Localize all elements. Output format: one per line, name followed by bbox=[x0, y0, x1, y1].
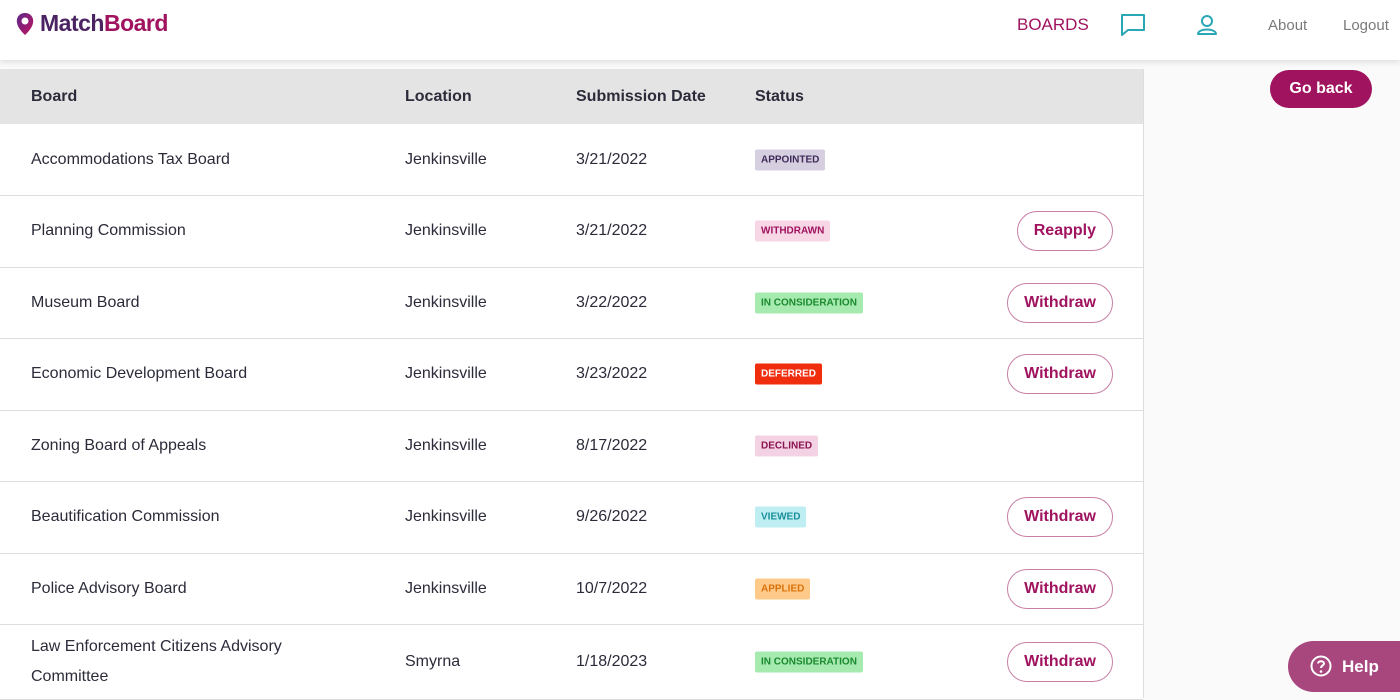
board-name: Law Enforcement Citizens Advisory Commit… bbox=[31, 637, 282, 685]
table-row: Accommodations Tax Board Jenkinsville 3/21… bbox=[0, 124, 1143, 196]
table-row: Planning Commission Jenkinsville 3/21/2022… bbox=[0, 196, 1143, 268]
location: Jenkinsville bbox=[405, 365, 487, 382]
logo-icon bbox=[16, 12, 34, 35]
submission-date: 10/7/2022 bbox=[576, 579, 648, 597]
table-row: Economic Development Board Jenkinsville 3/… bbox=[0, 339, 1143, 411]
board-name: Beautification Commission bbox=[31, 508, 220, 525]
location: Smyrna bbox=[405, 652, 461, 670]
board-name: Zoning Board of Appeals bbox=[31, 436, 207, 454]
row-action-button[interactable]: Withdraw bbox=[1007, 497, 1113, 537]
location: Jenkinsville bbox=[405, 293, 487, 311]
submission-date: 3/21/2022 bbox=[576, 222, 648, 239]
table-row: Beautification Commission Jenkinsville 9/2… bbox=[0, 482, 1143, 554]
submission-date: 3/23/2022 bbox=[576, 365, 648, 382]
go-back-button[interactable]: Go back bbox=[1270, 70, 1372, 108]
status-badge: VIEWED bbox=[755, 506, 807, 528]
row-action-button[interactable]: Withdraw bbox=[1007, 641, 1113, 682]
column-header: Board bbox=[31, 88, 78, 105]
status-badge: DEFERRED bbox=[755, 363, 823, 385]
status-badge: IN CONSIDERATION bbox=[755, 651, 863, 672]
location: Jenkinsville bbox=[405, 579, 487, 597]
table-row: Zoning Board of Appeals Jenkinsville 8/17/… bbox=[0, 410, 1143, 482]
table-row: Museum Board Jenkinsville 3/22/2022 IN CONS… bbox=[0, 267, 1143, 339]
nav-boards[interactable]: BOARDS bbox=[1017, 15, 1089, 34]
table-row: Law Enforcement Citizens Advisory Commit… bbox=[0, 625, 1143, 700]
help-button[interactable]: Help bbox=[1288, 641, 1400, 692]
nav-about[interactable]: About bbox=[1268, 17, 1308, 34]
status-badge: IN CONSIDERATION bbox=[755, 292, 863, 313]
column-header: Location bbox=[405, 88, 472, 105]
board-name: Police Advisory Board bbox=[31, 579, 187, 597]
top-bar: MatchBoard BOARDS About Logout bbox=[0, 0, 1400, 60]
location: Jenkinsville bbox=[405, 508, 487, 525]
location: Jenkinsville bbox=[405, 150, 487, 168]
logo-text: Match bbox=[40, 10, 104, 36]
row-action-button[interactable]: Withdraw bbox=[1007, 282, 1113, 323]
messages-icon[interactable] bbox=[1120, 13, 1146, 37]
table-header: Board Location Submission Date Status bbox=[0, 69, 1143, 124]
applications-table: Board Location Submission Date Status Accom… bbox=[0, 69, 1144, 700]
status-badge: DECLINED bbox=[755, 435, 819, 456]
logo-text: Board bbox=[103, 10, 168, 36]
board-name: Museum Board bbox=[31, 293, 140, 311]
logo[interactable]: MatchBoard bbox=[14, 10, 168, 37]
row-action-button[interactable]: Reapply bbox=[1016, 211, 1113, 251]
board-name: Planning Commission bbox=[31, 222, 186, 239]
column-header: Status bbox=[755, 88, 804, 105]
location: Jenkinsville bbox=[405, 222, 487, 239]
status-badge: WITHDRAWN bbox=[755, 220, 831, 242]
help-label: Help bbox=[1342, 656, 1379, 676]
status-badge: APPLIED bbox=[755, 578, 811, 599]
help-icon bbox=[1310, 655, 1332, 677]
submission-date: 3/21/2022 bbox=[576, 150, 648, 168]
submission-date: 9/26/2022 bbox=[576, 508, 648, 525]
row-action-button[interactable]: Withdraw bbox=[1007, 354, 1113, 394]
submission-date: 1/18/2023 bbox=[576, 652, 648, 670]
status-badge: APPOINTED bbox=[755, 149, 826, 170]
board-name: Economic Development Board bbox=[31, 365, 248, 382]
column-header: Submission Date bbox=[576, 88, 706, 105]
board-name: Accommodations Tax Board bbox=[31, 150, 230, 168]
row-action-button[interactable]: Withdraw bbox=[1007, 568, 1113, 609]
submission-date: 8/17/2022 bbox=[576, 436, 648, 454]
location: Jenkinsville bbox=[405, 436, 487, 454]
submission-date: 3/22/2022 bbox=[576, 293, 648, 311]
profile-icon[interactable] bbox=[1196, 13, 1218, 37]
table-row: Police Advisory Board Jenkinsville 10/7/20… bbox=[0, 553, 1143, 625]
nav-logout[interactable]: Logout bbox=[1343, 17, 1389, 34]
